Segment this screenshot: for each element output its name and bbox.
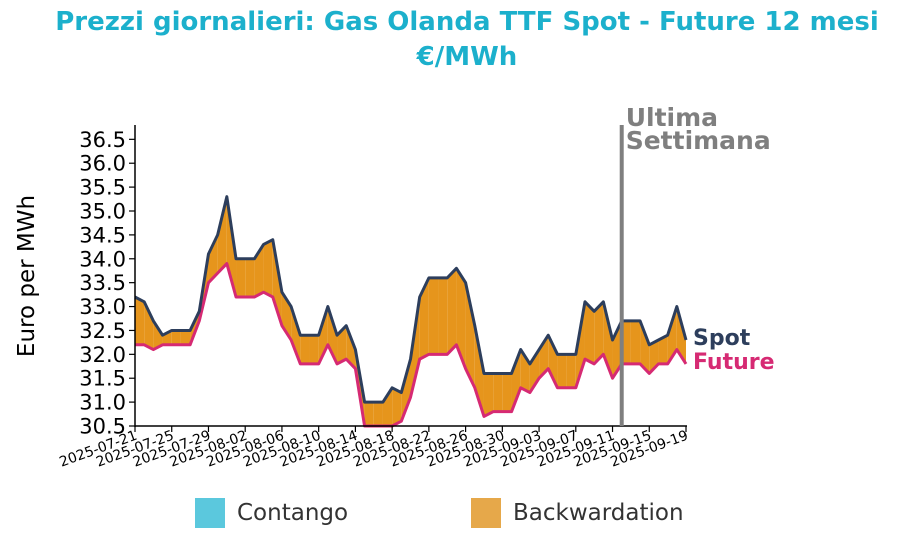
y-tick-label: 33.0 bbox=[79, 295, 126, 319]
backwardation-area bbox=[658, 335, 668, 364]
y-tick-label: 32.0 bbox=[79, 343, 126, 367]
y-tick-label: 32.5 bbox=[79, 319, 126, 343]
backwardation-area bbox=[584, 301, 595, 364]
backwardation-area bbox=[144, 301, 154, 350]
backwardation-area bbox=[364, 402, 374, 426]
backwardation-area bbox=[263, 239, 273, 297]
legend-swatch-contango bbox=[195, 498, 225, 528]
backwardation-area bbox=[171, 330, 181, 345]
backwardation-area bbox=[153, 320, 163, 350]
backwardation-area bbox=[566, 354, 576, 388]
y-tick-label: 35.5 bbox=[79, 176, 126, 200]
y-tick-label: 35.0 bbox=[79, 200, 126, 224]
legend-item-contango: Contango bbox=[195, 496, 348, 530]
backwardation-area bbox=[162, 330, 172, 345]
backwardation-area bbox=[382, 387, 393, 426]
backwardation-area bbox=[245, 258, 255, 297]
spot-line bbox=[134, 195, 688, 404]
last-week-label-line2: Settimana bbox=[626, 126, 771, 155]
backwardation-area bbox=[539, 335, 549, 379]
backwardation-area bbox=[502, 373, 512, 412]
backwardation-area bbox=[392, 387, 402, 426]
legend-label-contango: Contango bbox=[237, 500, 349, 526]
backwardation-area bbox=[630, 320, 641, 364]
backwardation-area bbox=[447, 268, 457, 355]
backwardation-area bbox=[291, 306, 301, 364]
backwardation-area bbox=[401, 359, 411, 422]
backwardation-area bbox=[337, 325, 347, 364]
backwardation-area bbox=[640, 320, 650, 374]
backwardation-area bbox=[135, 297, 145, 345]
backwardation-area bbox=[465, 282, 475, 388]
backwardation-area bbox=[667, 306, 677, 364]
chart-subtitle: €/MWh bbox=[416, 42, 518, 72]
legend-label-backwardation: Backwardation bbox=[513, 500, 684, 526]
backwardation-area bbox=[373, 402, 383, 426]
future-series-label: Future bbox=[693, 350, 775, 375]
backwardation-area bbox=[511, 349, 521, 412]
y-tick-label: 34.0 bbox=[79, 247, 126, 271]
backwardation-area bbox=[309, 335, 319, 364]
backwardation-area bbox=[236, 258, 246, 297]
backwardation-area bbox=[557, 354, 567, 388]
spot-series-label: Spot bbox=[693, 326, 751, 351]
y-tick-label: 36.5 bbox=[79, 128, 126, 152]
backwardation-area bbox=[217, 196, 227, 274]
backwardation-area bbox=[438, 277, 448, 355]
backwardation-area bbox=[594, 301, 604, 364]
backwardation-area bbox=[180, 330, 191, 345]
y-tick-label: 31.5 bbox=[79, 367, 126, 391]
y-tick-label: 36.0 bbox=[79, 152, 126, 176]
backwardation-area bbox=[300, 335, 310, 364]
backwardation-area bbox=[493, 373, 503, 412]
legend-swatch-backwardation bbox=[471, 498, 501, 528]
backwardation-area bbox=[548, 335, 558, 388]
y-tick-label: 31.0 bbox=[79, 391, 126, 415]
y-tick-label: 34.5 bbox=[79, 223, 126, 247]
legend-item-backwardation: Backwardation bbox=[471, 496, 684, 530]
backwardation-area bbox=[208, 234, 218, 283]
backwardation-area bbox=[456, 268, 466, 369]
y-tick-label: 33.5 bbox=[79, 271, 126, 295]
chart-title: Prezzi giornalieri: Gas Olanda TTF Spot … bbox=[55, 7, 879, 37]
last-week-label-line1: Ultima bbox=[626, 103, 718, 132]
future-line bbox=[135, 262, 688, 428]
backwardation-area bbox=[676, 306, 686, 364]
backwardation-area bbox=[419, 277, 429, 360]
backwardation-area bbox=[621, 320, 631, 364]
y-tick-label: 30.5 bbox=[79, 415, 126, 439]
backwardation-area bbox=[428, 277, 439, 355]
y-axis-label: Euro per MWh bbox=[14, 195, 40, 357]
backwardation-area bbox=[483, 373, 494, 417]
backwardation-area bbox=[346, 325, 356, 369]
